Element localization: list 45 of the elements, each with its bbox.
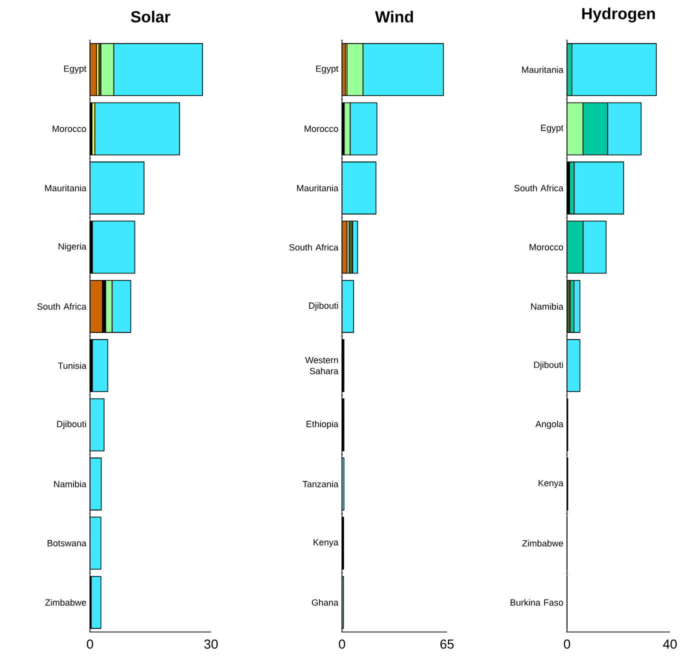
x-tick-label: 30 [204,640,218,649]
bar [574,280,580,333]
chart-title: Wind [375,10,413,22]
y-tick-label: Nigeria [58,243,86,252]
y-tick-label: Kenya [538,480,564,488]
y-tick-label: Botswana [48,540,86,546]
y-tick-label: Egypt [541,124,564,133]
y-tick-label: South Africa [37,303,86,310]
y-tick-label: Western Sahara [305,356,338,374]
chart-title: Solar [130,10,170,22]
y-tick-label: South Africa [514,184,564,192]
y-tick-label: Mauritania [45,184,86,192]
y-tick-label: Ghana [312,599,338,606]
y-tick-label: Zimbabwe [522,540,564,547]
y-tick-label: Zimbabwe [45,599,86,606]
y-tick-label: Tanzania [302,480,338,488]
y-tick-label: Egypt [316,66,338,74]
x-tick-label: 40 [663,640,677,649]
y-tick-label: Namibia [531,303,564,310]
x-tick-label: 0 [564,640,570,649]
bar [352,220,358,274]
x-tick-label: 0 [86,640,94,649]
y-tick-label: Djibouti [57,420,86,429]
bar [90,576,102,629]
chart-title: Hydrogen [582,7,655,22]
bar [92,339,108,392]
y-tick-label: South Africa [289,244,338,251]
bar [94,102,180,156]
y-tick-label: Burkina Faso [510,599,564,606]
x-tick-label: 65 [440,640,454,649]
y-tick-label: Djibouti [309,302,338,311]
y-tick-label: Angola [535,420,564,429]
y-tick-label: Mauritania [522,66,564,73]
y-tick-label: Namibia [54,480,86,488]
y-tick-label: Mauritania [297,184,338,192]
y-tick-label: Tunisia [58,362,86,369]
y-tick-label: Kenya [314,539,338,548]
bar [92,220,136,274]
y-tick-label: Egypt [64,66,86,74]
y-tick-label: Morocco [52,126,86,132]
y-tick-label: Morocco [530,244,564,250]
y-tick-label: Ethiopia [306,420,338,429]
y-tick-label: Djibouti [534,361,563,370]
y-tick-label: Morocco [304,126,338,132]
x-tick-label: 0 [338,640,346,649]
